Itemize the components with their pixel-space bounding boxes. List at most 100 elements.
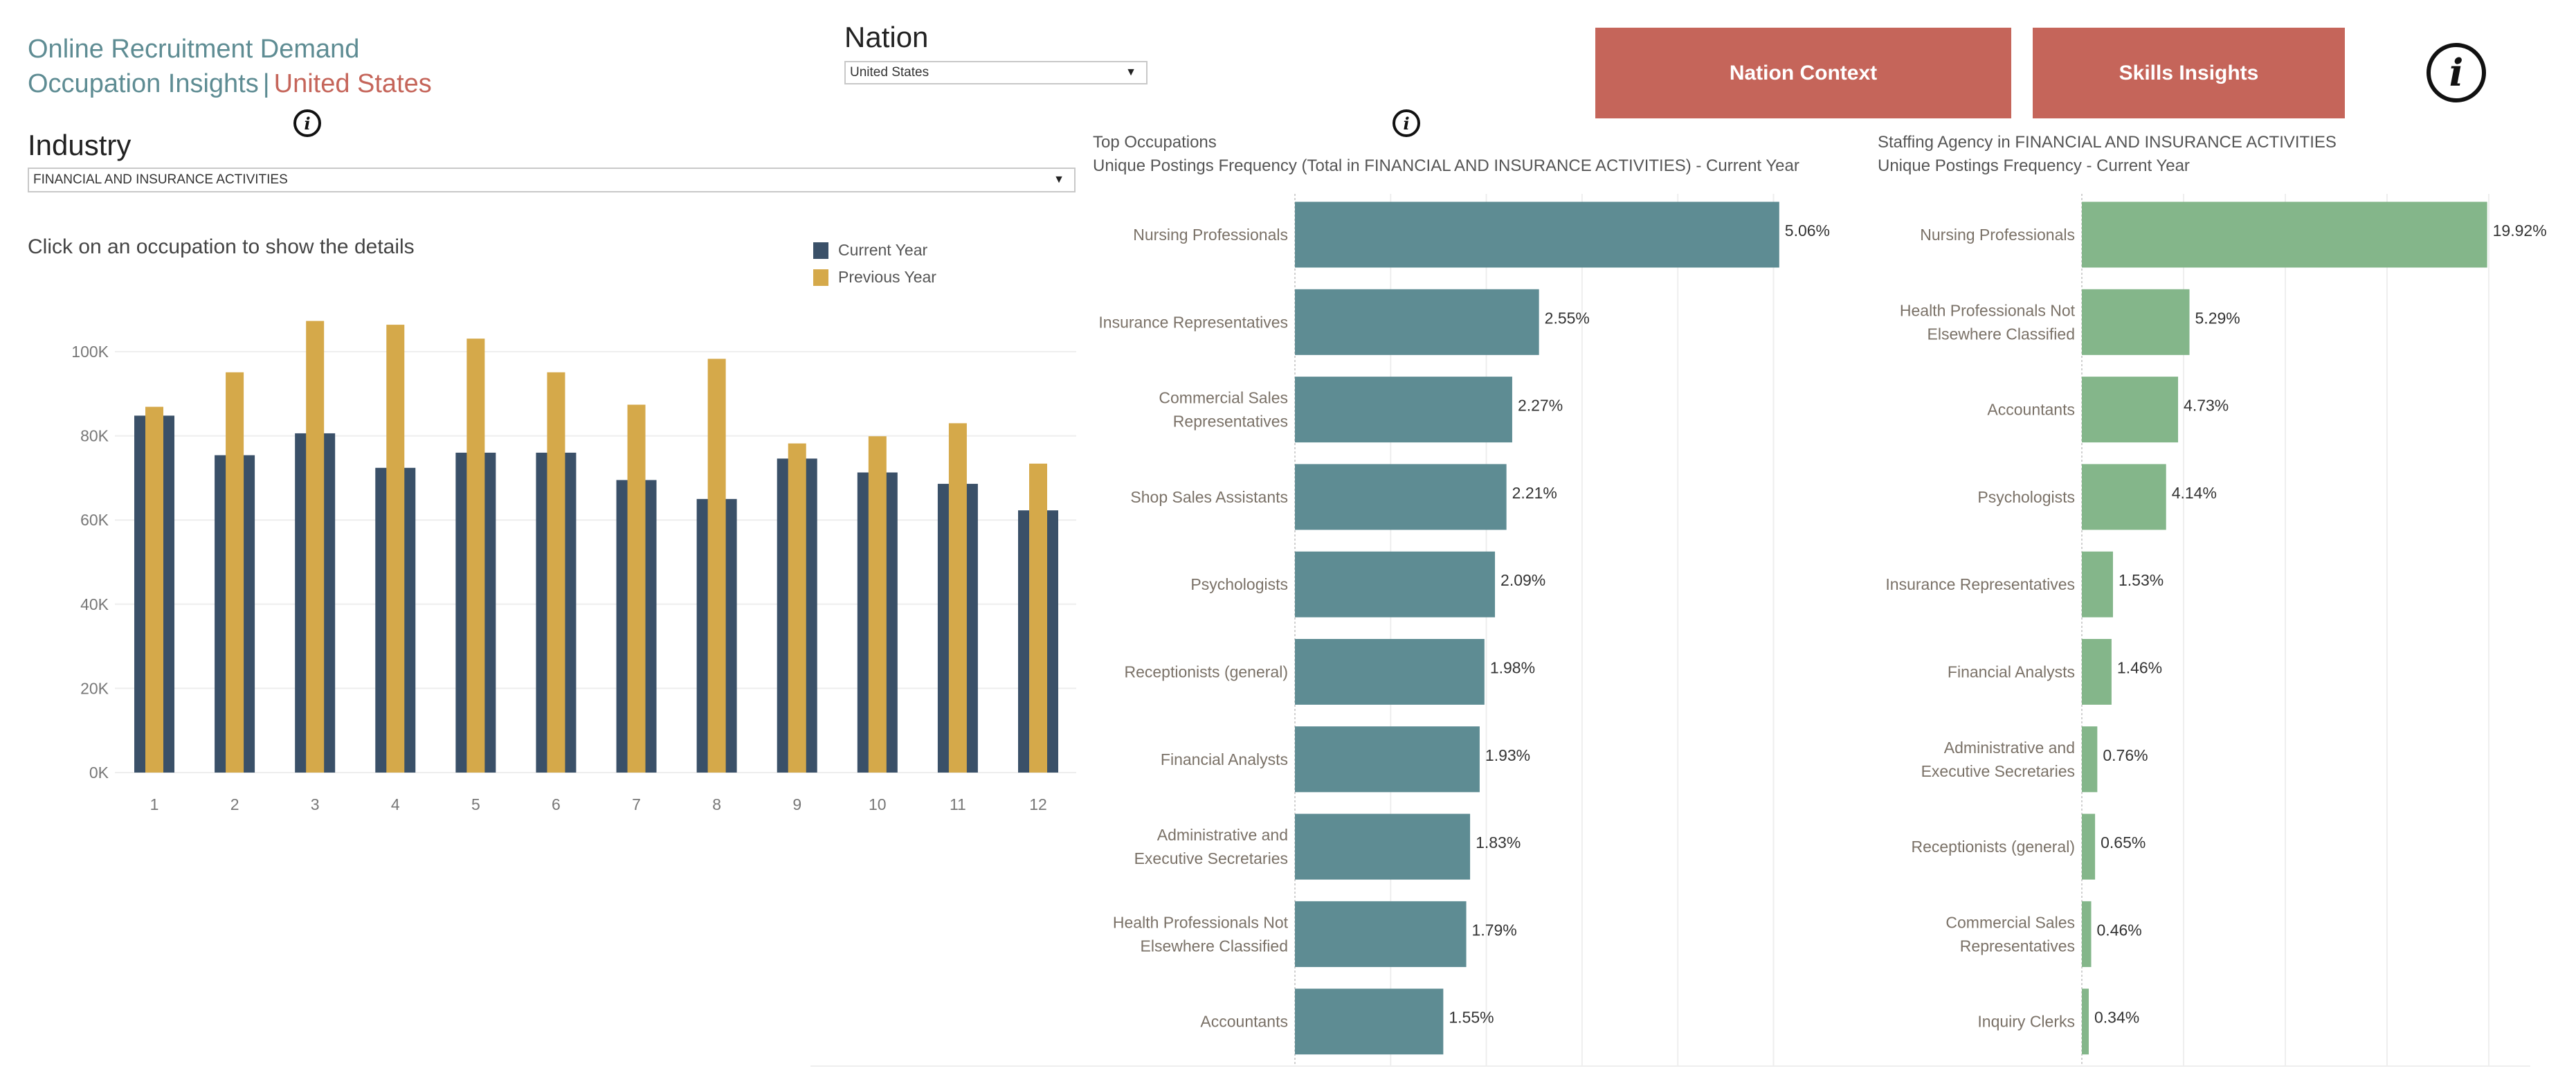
chart-hint: Click on an occupation to show the detai… — [28, 235, 415, 258]
info-icon[interactable]: i — [293, 109, 321, 137]
staffing-agency-value-label: 0.46% — [2097, 921, 2142, 939]
industry-label: Industry — [28, 129, 131, 161]
staffing-agency-bar[interactable] — [2082, 201, 2487, 268]
top-occupation-bar[interactable] — [1295, 377, 1512, 443]
staffing-agency-value-label: 19.92% — [2493, 222, 2547, 240]
nation-label: Nation — [844, 21, 929, 53]
x-tick-label: 7 — [632, 795, 641, 813]
top-occupation-bar[interactable] — [1295, 901, 1467, 967]
top-occupation-category-label[interactable]: Nursing Professionals — [1133, 226, 1288, 244]
staffing-agency-category-label[interactable]: Receptionists (general) — [1911, 838, 2075, 856]
x-tick-label: 6 — [552, 795, 561, 813]
staffing-agency-bar[interactable] — [2082, 726, 2098, 793]
top-occupation-bar[interactable] — [1295, 813, 1471, 880]
staffing-agency-category-label[interactable]: Commercial Sales Representatives — [1945, 913, 2075, 955]
top-occupation-value-label: 1.55% — [1449, 1009, 1494, 1027]
nation-context-button[interactable]: Nation Context — [1595, 28, 2011, 118]
staffing-agency-title: Staffing Agency in FINANCIAL AND INSURAN… — [1878, 133, 2337, 152]
legend-swatch-previous — [813, 269, 828, 286]
staffing-agency-category-label[interactable]: Inquiry Clerks — [1977, 1013, 2075, 1031]
x-tick-label: 5 — [471, 795, 480, 813]
top-occupation-category-label[interactable]: Financial Analysts — [1161, 750, 1288, 768]
bar-previous-year[interactable] — [1029, 463, 1047, 773]
top-occupation-category-label[interactable]: Commercial Sales Representatives — [1159, 389, 1288, 431]
bar-previous-year[interactable] — [627, 404, 646, 773]
staffing-agency-value-label: 0.65% — [2101, 833, 2146, 851]
x-tick-label: 2 — [230, 795, 239, 813]
bar-previous-year[interactable] — [226, 372, 244, 773]
bar-previous-year[interactable] — [788, 443, 806, 773]
staffing-agency-bar[interactable] — [2082, 464, 2166, 530]
chevron-down-icon: ▼ — [1053, 174, 1064, 186]
bar-previous-year[interactable] — [306, 321, 325, 773]
legend-current-year[interactable]: Current Year — [813, 241, 936, 260]
staffing-agency-category-label[interactable]: Insurance Representatives — [1885, 575, 2075, 593]
top-occupation-bar[interactable] — [1295, 989, 1444, 1055]
bar-previous-year[interactable] — [386, 325, 405, 773]
top-occupation-bar[interactable] — [1295, 639, 1485, 705]
title-nation: United States — [273, 69, 432, 98]
staffing-agency-category-label[interactable]: Administrative and Executive Secretaries — [1921, 739, 2075, 780]
bar-previous-year[interactable] — [868, 436, 887, 773]
skills-insights-button[interactable]: Skills Insights — [2033, 28, 2345, 118]
top-occupation-bar[interactable] — [1295, 464, 1507, 530]
staffing-agency-bar[interactable] — [2082, 377, 2179, 443]
y-tick-label: 80K — [80, 427, 109, 445]
x-tick-label: 8 — [712, 795, 721, 813]
staffing-agency-category-label[interactable]: Financial Analysts — [1948, 663, 2075, 681]
x-tick-label: 4 — [391, 795, 400, 813]
top-occupation-category-label[interactable]: Health Professionals Not Elsewhere Classi… — [1113, 913, 1289, 955]
top-occupation-category-label[interactable]: Administrative and Executive Secretaries — [1134, 826, 1288, 867]
legend: Current Year Previous Year — [813, 241, 936, 287]
top-occupation-category-label[interactable]: Accountants — [1200, 1013, 1288, 1031]
industry-dropdown[interactable]: FINANCIAL AND INSURANCE ACTIVITIES ▼ — [28, 168, 1076, 192]
staffing-agency-bar[interactable] — [2082, 551, 2113, 617]
staffing-agency-bar[interactable] — [2082, 989, 2089, 1055]
staffing-agency-bar[interactable] — [2082, 639, 2112, 705]
legend-swatch-current — [813, 242, 828, 259]
staffing-agency-category-label[interactable]: Psychologists — [1977, 488, 2075, 506]
top-occupation-value-label: 5.06% — [1785, 222, 1830, 240]
top-occupation-bar[interactable] — [1295, 201, 1779, 268]
top-occupation-value-label: 2.55% — [1545, 309, 1590, 327]
top-occupation-value-label: 2.27% — [1518, 397, 1563, 415]
staffing-agency-bar[interactable] — [2082, 813, 2096, 880]
top-occupation-value-label: 2.21% — [1512, 484, 1557, 502]
top-occupation-bar[interactable] — [1295, 551, 1496, 617]
staffing-agency-category-label[interactable]: Nursing Professionals — [1920, 226, 2075, 244]
x-tick-label: 12 — [1029, 795, 1047, 813]
nation-dropdown[interactable]: United States ▼ — [844, 61, 1148, 84]
bar-previous-year[interactable] — [948, 423, 967, 773]
top-occupation-category-label[interactable]: Psychologists — [1190, 575, 1288, 593]
top-occupation-bar[interactable] — [1295, 726, 1480, 793]
staffing-agency-category-label[interactable]: Health Professionals Not Elsewhere Classi… — [1900, 301, 2076, 343]
chevron-down-icon: ▼ — [1125, 66, 1136, 78]
top-occupation-category-label[interactable]: Insurance Representatives — [1098, 313, 1288, 331]
top-occupation-value-label: 1.79% — [1472, 921, 1517, 939]
staffing-agency-bar[interactable] — [2082, 901, 2092, 967]
x-tick-label: 1 — [150, 795, 159, 813]
x-tick-label: 9 — [792, 795, 801, 813]
staffing-agency-value-label: 5.29% — [2195, 309, 2240, 327]
bar-previous-year[interactable] — [707, 359, 726, 773]
top-occupation-category-label[interactable]: Shop Sales Assistants — [1130, 488, 1288, 506]
top-occupation-category-label[interactable]: Receptionists (general) — [1124, 663, 1288, 681]
top-occupation-value-label: 2.09% — [1500, 571, 1545, 589]
info-icon[interactable]: i — [1393, 109, 1420, 137]
top-occupation-value-label: 1.83% — [1476, 833, 1521, 851]
legend-previous-year[interactable]: Previous Year — [813, 268, 936, 287]
info-icon[interactable]: i — [2427, 43, 2486, 102]
bar-previous-year[interactable] — [145, 406, 163, 773]
top-occupations-title: Top Occupations — [1093, 133, 1217, 152]
x-tick-label: 10 — [869, 795, 887, 813]
staffing-agency-bar[interactable] — [2082, 289, 2190, 355]
staffing-agency-category-label[interactable]: Accountants — [1987, 401, 2075, 419]
y-tick-label: 0K — [89, 764, 109, 782]
x-tick-label: 3 — [311, 795, 320, 813]
bar-previous-year[interactable] — [466, 339, 485, 773]
staffing-agency-value-label: 4.73% — [2184, 397, 2229, 415]
top-occupation-bar[interactable] — [1295, 289, 1539, 355]
bar-previous-year[interactable] — [547, 372, 565, 773]
top-occupations-subtitle: Unique Postings Frequency (Total in FINA… — [1093, 156, 1799, 175]
industry-dropdown-value: FINANCIAL AND INSURANCE ACTIVITIES — [33, 172, 288, 187]
